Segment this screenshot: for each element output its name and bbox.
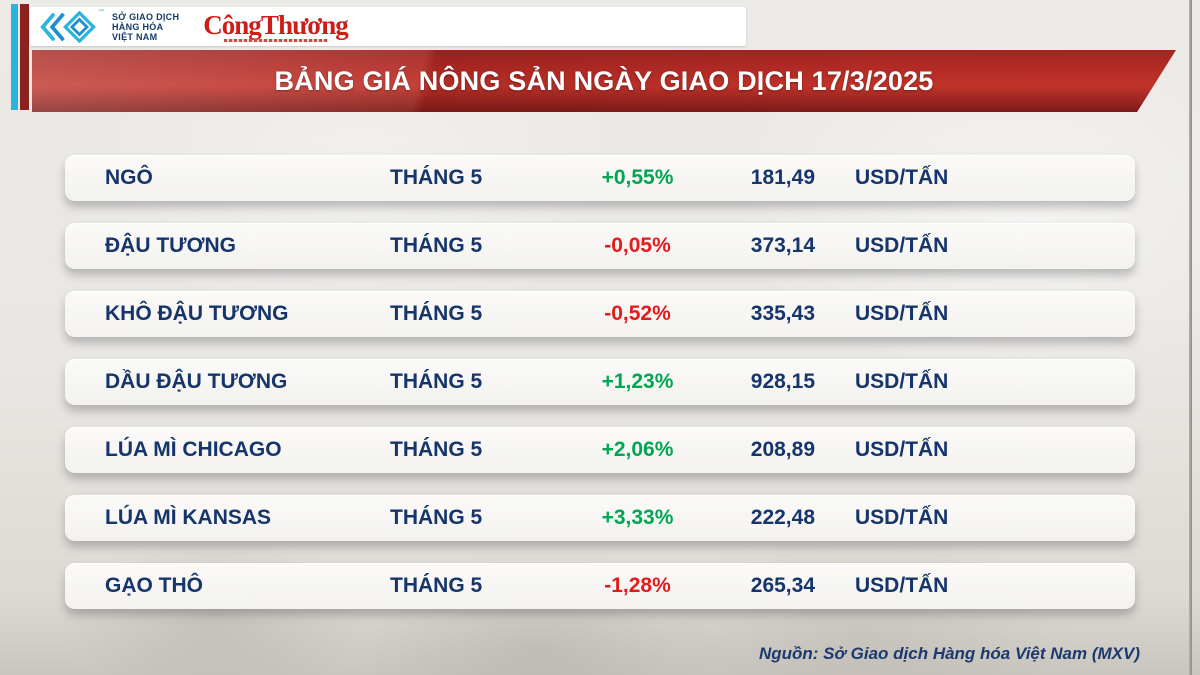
price-table: NGÔ THÁNG 5 +0,55% 181,49 USD/TẤN ĐẬU TƯ… [65, 155, 1135, 609]
right-edge-divider [1189, 0, 1192, 675]
change-percent: -1,28% [604, 574, 671, 597]
mxv-wordmark: SỞ GIAO DỊCH HÀNG HÓA VIỆT NAM [112, 12, 179, 42]
price-value: 373,14 [750, 234, 815, 257]
commodity-name: ĐẬU TƯƠNG [105, 234, 236, 257]
price-value: 208,89 [750, 438, 815, 461]
page-title: BẢNG GIÁ NÔNG SẢN NGÀY GIAO DỊCH 17/3/20… [274, 65, 934, 96]
left-accent-stripe-maroon [20, 4, 29, 110]
left-accent-stripe-cyan [11, 4, 18, 110]
contract-month: THÁNG 5 [390, 506, 483, 529]
commodity-name: DẦU ĐẬU TƯƠNG [105, 370, 288, 393]
table-row: LÚA MÌ CHICAGO THÁNG 5 +2,06% 208,89 USD… [65, 427, 1135, 473]
change-percent: +0,55% [601, 166, 674, 189]
price-unit: USD/TẤN [855, 370, 949, 393]
price-unit: USD/TẤN [855, 574, 949, 597]
price-unit: USD/TẤN [855, 234, 949, 257]
price-unit: USD/TẤN [855, 506, 949, 529]
table-row: KHÔ ĐẬU TƯƠNG THÁNG 5 -0,52% 335,43 USD/… [65, 291, 1135, 337]
table-row: GẠO THÔ THÁNG 5 -1,28% 265,34 USD/TẤN [65, 563, 1135, 609]
price-value: 928,15 [750, 370, 815, 393]
mxv-wordmark-line2: HÀNG HÓA [112, 21, 164, 32]
table-row: DẦU ĐẬU TƯƠNG THÁNG 5 +1,23% 928,15 USD/… [65, 359, 1135, 405]
mxv-logo-icon: ™ [40, 8, 104, 43]
change-percent: -0,05% [604, 234, 671, 257]
price-value: 335,43 [750, 302, 815, 325]
commodity-name: GẠO THÔ [105, 574, 203, 597]
contract-month: THÁNG 5 [390, 370, 483, 393]
mxv-wordmark-line3: VIỆT NAM [112, 31, 158, 42]
table-row: LÚA MÌ KANSAS THÁNG 5 +3,33% 222,48 USD/… [65, 495, 1135, 541]
price-unit: USD/TẤN [855, 302, 949, 325]
contract-month: THÁNG 5 [390, 234, 483, 257]
change-percent: +1,23% [601, 370, 674, 393]
table-row: ĐẬU TƯƠNG THÁNG 5 -0,05% 373,14 USD/TẤN [65, 223, 1135, 269]
contract-month: THÁNG 5 [390, 574, 483, 597]
change-percent: +3,33% [601, 506, 674, 529]
contract-month: THÁNG 5 [390, 166, 483, 189]
commodity-name: LÚA MÌ KANSAS [105, 506, 272, 529]
table-row: NGÔ THÁNG 5 +0,55% 181,49 USD/TẤN [65, 155, 1135, 201]
price-unit: USD/TẤN [855, 166, 949, 189]
price-value: 222,48 [750, 506, 815, 529]
change-percent: +2,06% [601, 438, 674, 461]
trademark-symbol: ™ [98, 8, 104, 15]
newspaper-tagline-strip [223, 38, 328, 42]
title-banner: BẢNG GIÁ NÔNG SẢN NGÀY GIAO DỊCH 17/3/20… [32, 50, 1176, 112]
header-logo-bar: ™ SỞ GIAO DỊCH HÀNG HÓA VIỆT NAM Công Th… [30, 7, 746, 46]
congthuong-masthead: Công Thương [203, 9, 349, 42]
source-note: Nguồn: Sở Giao dịch Hàng hóa Việt Nam (M… [758, 644, 1140, 663]
contract-month: THÁNG 5 [390, 438, 483, 461]
mxv-wordmark-line1: SỞ GIAO DỊCH [112, 11, 180, 22]
commodity-name: NGÔ [105, 166, 153, 189]
price-value: 181,49 [750, 166, 815, 189]
contract-month: THÁNG 5 [390, 302, 483, 325]
commodity-name: LÚA MÌ CHICAGO [105, 438, 282, 461]
price-unit: USD/TẤN [855, 438, 949, 461]
commodity-name: KHÔ ĐẬU TƯƠNG [105, 302, 289, 325]
newspaper-name: Công Thương [203, 9, 348, 40]
change-percent: -0,52% [604, 302, 671, 325]
price-value: 265,34 [750, 574, 815, 597]
